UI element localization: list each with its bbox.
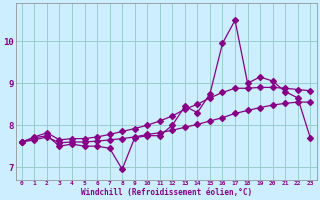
X-axis label: Windchill (Refroidissement éolien,°C): Windchill (Refroidissement éolien,°C): [81, 188, 252, 197]
